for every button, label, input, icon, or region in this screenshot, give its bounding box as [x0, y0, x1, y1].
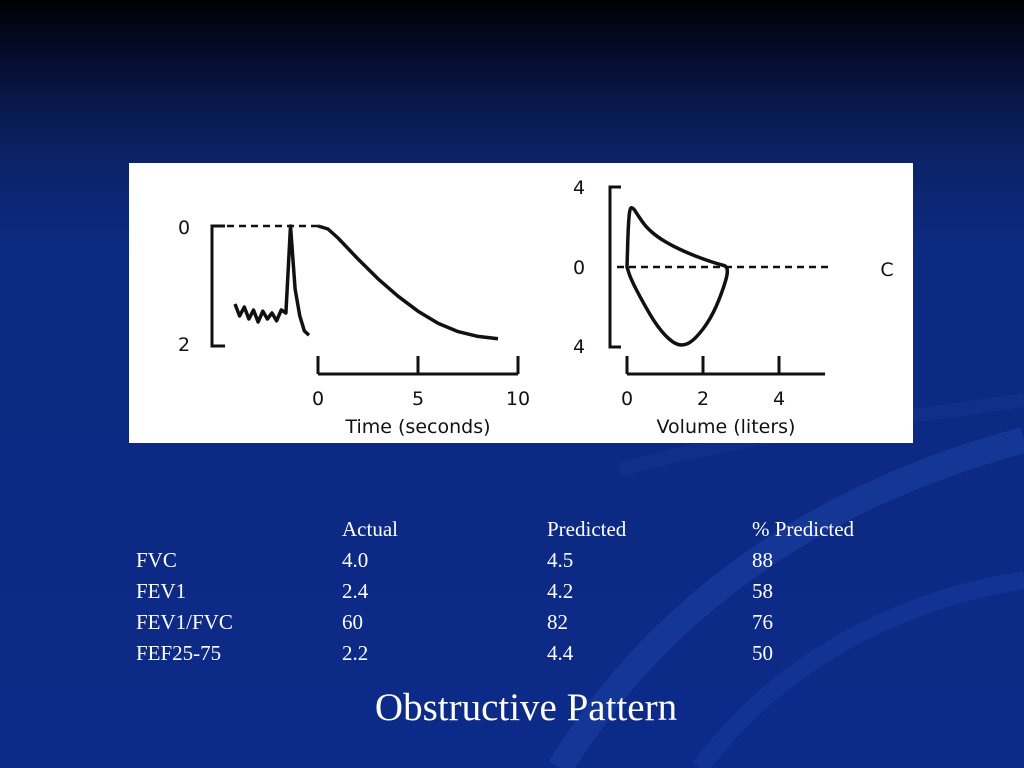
table-cell: 4.0	[342, 548, 369, 572]
x-tick-label: 0	[621, 388, 633, 410]
x-tick-label: 2	[697, 388, 709, 410]
table-header-row: Actual Predicted % Predicted	[136, 514, 902, 545]
row-label: FEV1/FVC	[136, 610, 233, 634]
y-tick-label: 4	[573, 336, 585, 358]
row-label: FEF25-75	[136, 641, 222, 665]
table-row: FEV1/FVC 60 82 76	[136, 607, 902, 638]
table-cell: 88	[752, 548, 773, 572]
table-cell: 76	[752, 610, 773, 634]
table-cell: 82	[547, 610, 568, 634]
table-row: FEV1 2.4 4.2 58	[136, 576, 902, 607]
y-axis-line	[608, 185, 621, 349]
header-cell	[136, 514, 342, 545]
table-cell: 2.4	[342, 579, 369, 603]
y-tick-label: 2	[178, 334, 190, 356]
table-cell: 4.4	[547, 641, 574, 665]
table-cell: 2.2	[342, 641, 369, 665]
row-label: FEV1	[136, 579, 187, 603]
x-tick-label: 0	[312, 388, 324, 410]
y-axis-line	[210, 224, 225, 348]
y-tick-label: 0	[573, 257, 585, 279]
table-row: FEF25-75 2.2 4.4 50	[136, 638, 902, 669]
volume-time-series-line	[317, 224, 499, 341]
table-cell: 4.2	[547, 579, 574, 603]
y-tick-label: 0	[178, 217, 190, 239]
header-cell: Predicted	[547, 517, 627, 541]
table-cell: 60	[342, 610, 363, 634]
y-tick-label: 4	[573, 177, 585, 199]
flow-volume-loop-line	[625, 206, 730, 347]
flow-volume-chart: 0 2 4 4 0 4 Volume (liters) C	[573, 177, 894, 438]
header-cell: Actual	[342, 517, 398, 541]
row-label: FVC	[136, 548, 177, 572]
x-axis-label: Time (seconds)	[344, 416, 490, 438]
table-row: FVC 4.0 4.5 88	[136, 545, 902, 576]
x-tick-label: 4	[773, 388, 785, 410]
table-cell: 4.5	[547, 548, 574, 572]
x-axis-label: Volume (liters)	[657, 416, 796, 438]
x-tick-label: 10	[506, 388, 530, 410]
table-cell: 58	[752, 579, 773, 603]
slide-title: Obstructive Pattern	[374, 686, 678, 729]
panel-label: C	[880, 259, 893, 281]
x-tick-label: 5	[412, 388, 424, 410]
volume-time-chart: 0 5 10 0 2 Time (seconds)	[178, 217, 530, 438]
header-cell: % Predicted	[752, 517, 855, 541]
spirometry-figure: 0 5 10 0 2 Time (seconds) 0 2 4 4 0 4 Volume (liter…	[129, 163, 913, 443]
spirometry-results-table: Actual Predicted % Predicted FVC 4.0 4.5…	[136, 514, 902, 669]
table-cell: 50	[752, 641, 773, 665]
spirometry-charts-svg: 0 5 10 0 2 Time (seconds) 0 2 4 4 0 4 Volume (liter…	[178, 177, 894, 438]
tidal-breathing-line	[233, 224, 311, 337]
